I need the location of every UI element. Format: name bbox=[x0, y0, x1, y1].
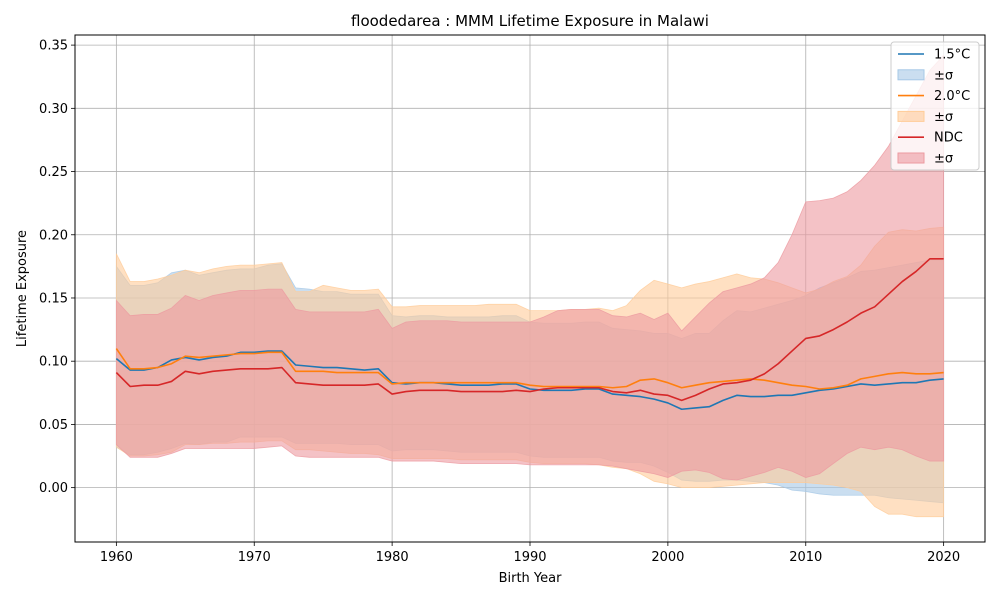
series-line-3 bbox=[115, 257, 944, 402]
x-tick-label: 2010 bbox=[789, 550, 822, 565]
legend-label-3: NDC bbox=[934, 131, 963, 146]
band-3 bbox=[115, 54, 945, 481]
x-axis-label: Birth Year bbox=[499, 571, 563, 586]
chart-title: floodedarea : MMM Lifetime Exposure in M… bbox=[351, 12, 709, 30]
legend-label-1: 1.5°C bbox=[934, 48, 970, 63]
legend-label-2: 2.0°C bbox=[934, 89, 970, 104]
y-tick-label: 0.05 bbox=[39, 418, 68, 433]
x-tick-label: 1990 bbox=[513, 550, 546, 565]
legend-band-swatch-2 bbox=[897, 110, 925, 122]
x-ticks: 1960 1970 1980 1990 2000 2010 2020 bbox=[100, 542, 960, 565]
x-tick-label: 1960 bbox=[100, 550, 133, 565]
legend-band-swatch-3 bbox=[897, 152, 925, 164]
legend-band-swatch-1 bbox=[897, 69, 925, 81]
series-line-2 bbox=[115, 348, 944, 390]
y-tick-label: 0.15 bbox=[39, 291, 68, 306]
legend-band-label-1: ±σ bbox=[934, 68, 953, 83]
x-tick-label: 2000 bbox=[651, 550, 684, 565]
legend-band-label-3: ±σ bbox=[934, 152, 953, 167]
x-tick-label: 1970 bbox=[238, 550, 271, 565]
y-axis-label: Lifetime Exposure bbox=[15, 230, 30, 347]
y-tick-label: 0.20 bbox=[39, 228, 68, 243]
legend: 1.5°C ±σ 2.0°C ±σ NDC ±σ bbox=[890, 41, 980, 171]
x-tick-label: 1980 bbox=[376, 550, 409, 565]
y-tick-label: 0.10 bbox=[39, 355, 68, 370]
y-tick-label: 0.35 bbox=[39, 39, 68, 54]
legend-band-label-2: ±σ bbox=[934, 110, 953, 125]
series-lines bbox=[115, 257, 944, 411]
y-tick-label: 0.00 bbox=[39, 481, 68, 496]
series-line-1 bbox=[115, 350, 944, 411]
x-tick-label: 2020 bbox=[927, 550, 960, 565]
std-bands bbox=[115, 54, 945, 518]
y-tick-label: 0.30 bbox=[39, 102, 68, 117]
y-tick-label: 0.25 bbox=[39, 165, 68, 180]
y-ticks: 0.00 0.05 0.10 0.15 0.20 0.25 0.30 0.35 bbox=[39, 39, 75, 496]
